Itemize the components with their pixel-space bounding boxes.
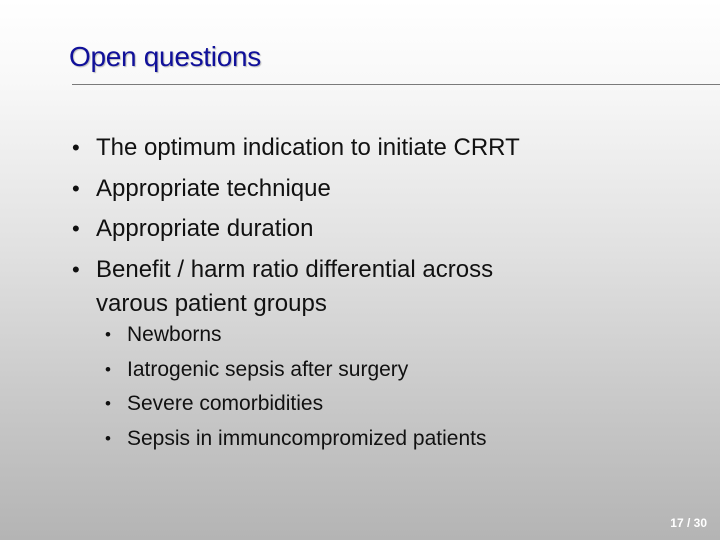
sub-bullet-item: • Sepsis in immuncompromized patients bbox=[105, 422, 486, 457]
bullet-text: Benefit / harm ratio differential across… bbox=[96, 255, 494, 317]
bullet-text: The optimum indication to initiate CRRT bbox=[96, 134, 520, 161]
title-divider bbox=[72, 84, 720, 85]
sub-bullet-text: Severe comorbidities bbox=[127, 392, 324, 415]
bullet-text: Appropriate duration bbox=[96, 215, 314, 242]
bullet-item: • Benefit / harm ratio differential acros… bbox=[72, 250, 496, 321]
bullet-text: Appropriate technique bbox=[96, 174, 331, 202]
sub-bullet-item: • Severe comorbidities bbox=[105, 387, 486, 422]
sub-bullet-text: Sepsis in immuncompromized patients bbox=[127, 426, 487, 450]
bullet-list: • The optimum indication to initiate CRRT… bbox=[72, 128, 520, 321]
bullet-item: • Appropriate technique bbox=[72, 169, 520, 210]
sub-bullet-text: Newborns bbox=[127, 323, 222, 346]
bullet-icon: • bbox=[105, 325, 111, 344]
bullet-icon: • bbox=[72, 175, 80, 201]
sub-bullet-text: Iatrogenic sepsis after surgery bbox=[127, 357, 409, 381]
bullet-icon: • bbox=[105, 394, 111, 413]
sub-bullet-list: • Newborns • Iatrogenic sepsis after surge… bbox=[105, 318, 486, 456]
bullet-icon: • bbox=[72, 216, 80, 241]
bullet-icon: • bbox=[105, 359, 111, 379]
page-number: 17 / 30 bbox=[670, 516, 707, 530]
slide-title: Open questions bbox=[69, 41, 261, 72]
bullet-item: • The optimum indication to initiate CRRT bbox=[72, 128, 520, 169]
bullet-item: • Appropriate duration bbox=[72, 209, 520, 250]
sub-bullet-item: • Newborns bbox=[105, 318, 486, 353]
sub-bullet-item: • Iatrogenic sepsis after surgery bbox=[105, 353, 486, 388]
bullet-icon: • bbox=[105, 428, 111, 448]
bullet-icon: • bbox=[72, 135, 80, 160]
bullet-icon: • bbox=[72, 256, 80, 282]
